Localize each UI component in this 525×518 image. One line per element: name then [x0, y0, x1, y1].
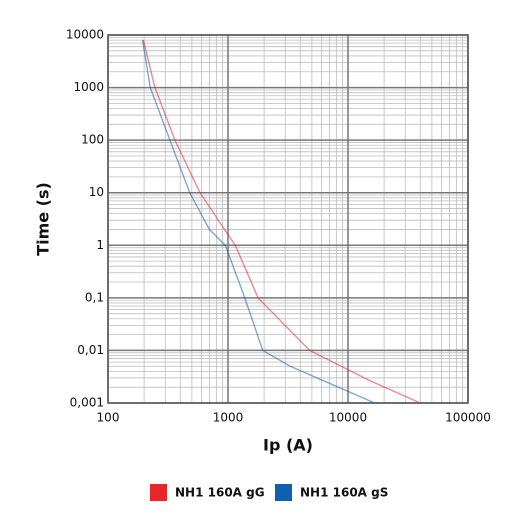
y-tick-label: 10 — [89, 185, 104, 199]
x-tick-label: 100000 — [445, 411, 491, 425]
x-axis-title: Ip (A) — [263, 436, 313, 455]
y-tick-label: 100 — [81, 133, 104, 147]
legend-text: NH1 160A gS — [300, 486, 388, 500]
series-line — [142, 39, 421, 404]
x-tick-label: 100 — [97, 411, 120, 425]
y-tick-label: 0,001 — [70, 396, 104, 410]
x-tick-label: 1000 — [213, 411, 244, 425]
y-axis-title: Time (s) — [34, 182, 53, 256]
y-tick-label: 10000 — [66, 28, 104, 42]
legend-swatch — [150, 484, 167, 501]
series-line — [141, 39, 376, 404]
x-tick-label: 10000 — [329, 411, 367, 425]
y-tick-label: 0,01 — [77, 343, 104, 357]
legend-swatch — [275, 484, 292, 501]
plot-frame — [107, 34, 469, 404]
y-tick-label: 1000 — [73, 80, 104, 94]
grid — [107, 34, 469, 404]
y-tick-label: 1 — [96, 238, 104, 252]
y-tick-label: 0,1 — [85, 290, 104, 304]
legend-text: NH1 160A gG — [175, 486, 265, 500]
